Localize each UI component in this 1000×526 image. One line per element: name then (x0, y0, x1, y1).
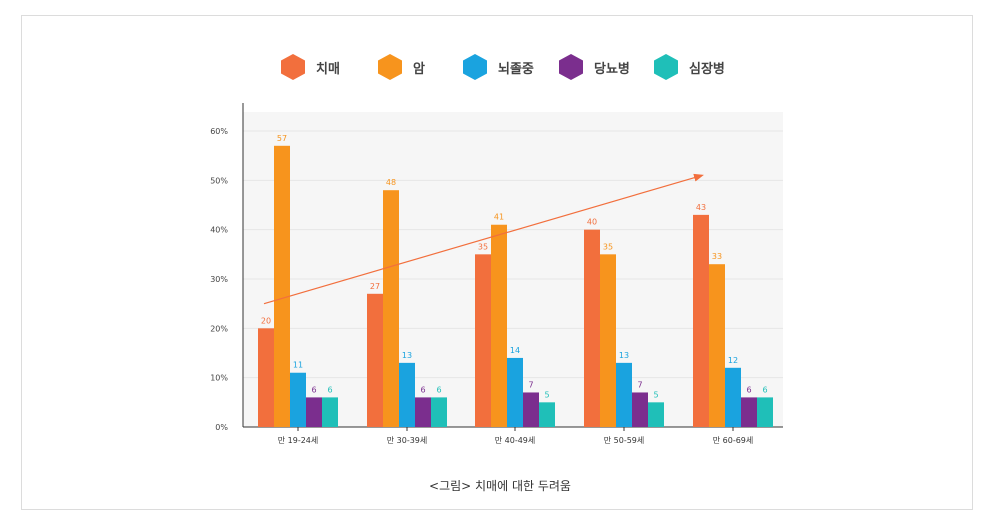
x-tick-label: 만 60-69세 (713, 436, 754, 445)
legend-item-diabetes: 당뇨병 (558, 52, 630, 82)
bar-5-5 (757, 397, 773, 427)
y-tick-label: 50% (210, 176, 228, 185)
data-label: 5 (653, 390, 658, 399)
bar-5-3 (539, 402, 555, 427)
bar-1-3 (475, 254, 491, 427)
legend-label: 당뇨병 (594, 61, 630, 77)
y-tick-label: 10% (210, 374, 228, 383)
bar-3-2 (399, 362, 415, 427)
y-tick-label: 30% (210, 275, 228, 284)
bar-5-1 (322, 397, 338, 427)
data-label: 27 (370, 282, 380, 291)
data-label: 43 (696, 203, 706, 212)
x-tick-label: 만 40-49세 (495, 436, 536, 445)
legend-label: 치매 (316, 61, 340, 77)
legend-label: 심장병 (689, 61, 725, 77)
data-label: 20 (261, 316, 271, 325)
data-label: 35 (603, 242, 613, 251)
y-tick-label: 60% (210, 127, 228, 136)
data-label: 6 (311, 385, 316, 394)
bar-4-3 (523, 392, 539, 427)
legend-hexagon-icon (559, 54, 583, 80)
y-tick-label: 20% (210, 324, 228, 333)
bar-1-2 (367, 293, 383, 427)
y-tick-label: 0% (215, 423, 228, 432)
bar-1-1 (258, 328, 274, 427)
data-label: 6 (762, 385, 767, 394)
data-label: 14 (510, 346, 520, 355)
bar-3-3 (507, 357, 523, 427)
bar-5-2 (431, 397, 447, 427)
bar-1-5 (693, 214, 709, 427)
bar-2-5 (709, 264, 725, 427)
bar-2-4 (600, 254, 616, 427)
bar-3-5 (725, 367, 741, 427)
x-tick-label: 만 50-59세 (604, 436, 645, 445)
legend-hexagon-icon (281, 54, 305, 80)
data-label: 33 (712, 252, 722, 261)
x-tick-label: 만 30-39세 (387, 436, 428, 445)
bar-3-4 (616, 362, 632, 427)
bar-2-2 (383, 190, 399, 427)
legend-hexagon-icon (378, 54, 402, 80)
bar-5-4 (648, 402, 664, 427)
y-tick-label: 40% (210, 226, 228, 235)
legend-label: 암 (413, 61, 425, 77)
data-label: 6 (420, 385, 425, 394)
data-label: 12 (728, 356, 738, 365)
data-label: 41 (494, 213, 504, 222)
data-label: 48 (386, 178, 396, 187)
data-label: 7 (637, 380, 642, 389)
data-label: 57 (277, 134, 287, 143)
data-label: 40 (587, 218, 597, 227)
data-label: 35 (478, 242, 488, 251)
bar-3-1 (290, 372, 306, 427)
bar-1-4 (584, 229, 600, 427)
data-label: 11 (293, 361, 303, 370)
bar-4-5 (741, 397, 757, 427)
x-tick-label: 만 19-24세 (278, 436, 319, 445)
bar-4-4 (632, 392, 648, 427)
data-label: 6 (436, 385, 441, 394)
legend-item-cancer: 암 (377, 52, 425, 82)
data-label: 5 (544, 390, 549, 399)
chart-legend: 치매 암 뇌졸중 당뇨병 심장병 (0, 52, 1000, 82)
legend-item-heart: 심장병 (653, 52, 725, 82)
figure-caption: <그림> 치매에 대한 두려움 (429, 479, 571, 493)
data-label: 13 (619, 351, 629, 360)
bar-4-1 (306, 397, 322, 427)
legend-item-dementia: 치매 (280, 52, 340, 82)
data-label: 6 (746, 385, 751, 394)
data-label: 7 (528, 380, 533, 389)
legend-hexagon-icon (654, 54, 678, 80)
bar-2-1 (274, 145, 290, 428)
legend-label: 뇌졸중 (498, 61, 534, 77)
bar-4-2 (415, 397, 431, 427)
trend-arrow (263, 173, 704, 305)
data-label: 13 (402, 351, 412, 360)
legend-item-stroke: 뇌졸중 (462, 52, 534, 82)
bar-2-3 (491, 224, 507, 427)
legend-hexagon-icon (463, 54, 487, 80)
data-label: 6 (327, 385, 332, 394)
